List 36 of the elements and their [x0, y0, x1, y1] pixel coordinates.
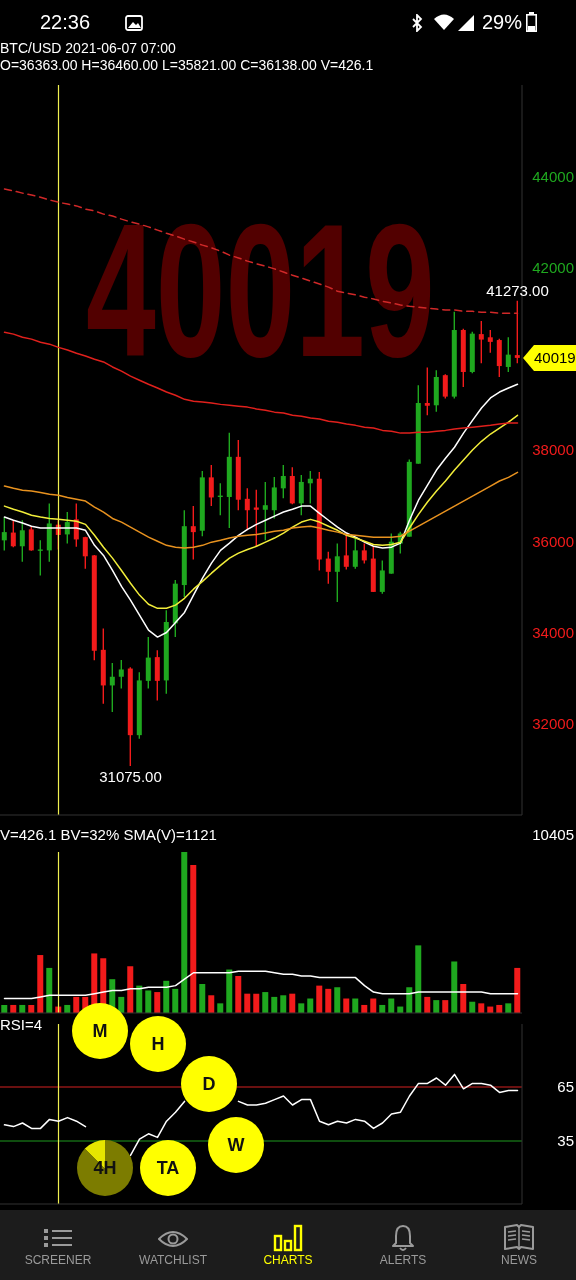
annotation: 40019: [86, 184, 435, 396]
round-button: W: [208, 1117, 264, 1173]
y-tick-label: 38000: [532, 441, 574, 459]
annotation: M: [92, 1020, 108, 1042]
y-tick-label: 42000: [532, 258, 574, 276]
text: 10405: [532, 826, 574, 844]
chart-title: V=426.1 BV=32% SMA(V)=1121: [0, 826, 217, 844]
annotation: D: [202, 1073, 216, 1095]
annotation: TA: [156, 1157, 180, 1179]
text: NEWS: [501, 1253, 537, 1268]
y-tick-label: 44000: [532, 167, 574, 185]
chart-title: RSI=4: [0, 1016, 43, 1034]
chart-title: BTC/USD 2021-06-07 07:00: [0, 40, 176, 57]
text: 29%: [482, 11, 523, 34]
annotation: 31075.00: [99, 767, 162, 786]
round-button: D: [181, 1056, 237, 1112]
y-tick-label: 36000: [532, 532, 574, 550]
y-tick-label: 35: [557, 1132, 574, 1150]
annotation: 4H: [93, 1157, 117, 1179]
y-tick-label: 65: [557, 1078, 574, 1096]
chart-subtitle: O=36363.00 H=36460.00 L=35821.00 C=36138.00 V=426.1: [0, 57, 374, 74]
text: ALERTS: [379, 1253, 427, 1268]
annotation: H: [151, 1033, 165, 1055]
text: 40019: [523, 344, 576, 371]
annotation: 41273.00: [486, 281, 549, 299]
annotation: W: [227, 1134, 245, 1156]
y-tick-label: 34000: [532, 623, 574, 641]
text: SCREENER: [24, 1253, 92, 1268]
text: 22:36: [40, 11, 91, 34]
text: WATCHLIST: [139, 1253, 207, 1268]
text: CHARTS: [263, 1253, 313, 1268]
round-button: 4H: [77, 1140, 133, 1196]
round-button: TA: [140, 1140, 196, 1196]
y-tick-label: 32000: [532, 715, 574, 732]
round-button: H: [130, 1016, 186, 1072]
round-button: M: [72, 1003, 128, 1059]
